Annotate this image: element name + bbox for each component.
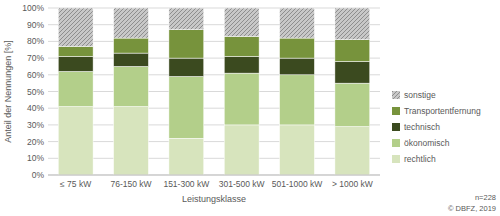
legend-swatch (392, 123, 400, 131)
bar-segment (224, 73, 259, 125)
bar-segment (58, 107, 93, 175)
grid-line (48, 41, 380, 42)
bar-segment (58, 71, 93, 106)
bar-segment (224, 56, 259, 73)
legend: sonstige Transportentfernung technisch ökon… (392, 90, 481, 164)
bar-segment (280, 38, 315, 58)
grid-line (48, 74, 380, 75)
bar-segment (280, 8, 315, 38)
bar-segment (169, 30, 204, 58)
grid-line (48, 91, 380, 92)
bar-segment (224, 36, 259, 56)
legend-swatch (392, 155, 400, 163)
bar-segment (114, 8, 149, 38)
grid-line (48, 158, 380, 159)
x-axis-title: Leistungsklasse (182, 194, 246, 204)
legend-label: sonstige (404, 90, 436, 100)
annotation: © DBFZ, 2019 (448, 204, 496, 213)
bar-segment (335, 8, 370, 40)
legend-swatch (392, 107, 400, 115)
annotation: n=228 (475, 193, 496, 202)
grid-line (48, 8, 380, 9)
bar-segment (58, 46, 93, 56)
bar-segment (169, 8, 204, 30)
bar-segment (114, 38, 149, 53)
legend-swatch (392, 139, 400, 147)
grid (48, 8, 380, 175)
legend-label: ökonomisch (404, 138, 450, 148)
bar-segment (280, 58, 315, 75)
y-axis-title: Anteil der Nennungen [%] (3, 40, 13, 143)
grid-line (48, 108, 380, 109)
chart: 0% 10% 20% 30% 40% 50% 60% 70% 80% 90% 100% ≤ 75 kW… (0, 0, 500, 216)
bar-segment (114, 53, 149, 66)
bar-segment (114, 107, 149, 175)
bar-segment (58, 8, 93, 46)
grid-line (48, 141, 380, 142)
x-tick-label: ≤ 75 kW (60, 179, 91, 189)
legend-label: technisch (404, 122, 440, 132)
bar-segment (169, 76, 204, 138)
y-tick-label: 100% (22, 3, 44, 13)
x-tick-label: > 1000 kW (332, 179, 373, 189)
grid-line (48, 24, 380, 25)
x-tick-label: 301-500 kW (219, 179, 265, 189)
x-tick-label: 501-1000 kW (272, 179, 323, 189)
bar-segment (114, 66, 149, 106)
bar-segment (335, 40, 370, 62)
x-tick-label: 76-150 kW (110, 179, 151, 189)
y-tick-label: 90% (27, 20, 44, 30)
legend-swatch (392, 91, 400, 99)
y-tick-label: 10% (27, 153, 44, 163)
y-tick-label: 30% (27, 120, 44, 130)
legend-label: Transportentfernung (404, 106, 481, 116)
bar-segment (58, 56, 93, 71)
bar-segment (280, 125, 315, 175)
bar-segment (224, 125, 259, 175)
bar-segment (335, 127, 370, 175)
x-axis (48, 175, 380, 176)
y-tick-label: 0% (32, 170, 45, 180)
y-tick-label: 80% (27, 36, 44, 46)
y-tick-label: 20% (27, 137, 44, 147)
y-tick-label: 40% (27, 103, 44, 113)
legend-label: rechtlich (404, 154, 436, 164)
bar-segment (169, 138, 204, 175)
bar-segment (224, 8, 259, 36)
y-tick-label: 60% (27, 70, 44, 80)
y-tick-label: 50% (27, 87, 44, 97)
grid-line (48, 58, 380, 59)
bar-segment (280, 75, 315, 125)
bars (58, 8, 370, 175)
bar-segment (335, 83, 370, 126)
bar-segment (335, 61, 370, 83)
grid-line (48, 124, 380, 125)
bar-segment (169, 58, 204, 76)
grid-line (48, 175, 380, 176)
x-tick-label: 151-300 kW (163, 179, 209, 189)
y-tick-label: 70% (27, 53, 44, 63)
